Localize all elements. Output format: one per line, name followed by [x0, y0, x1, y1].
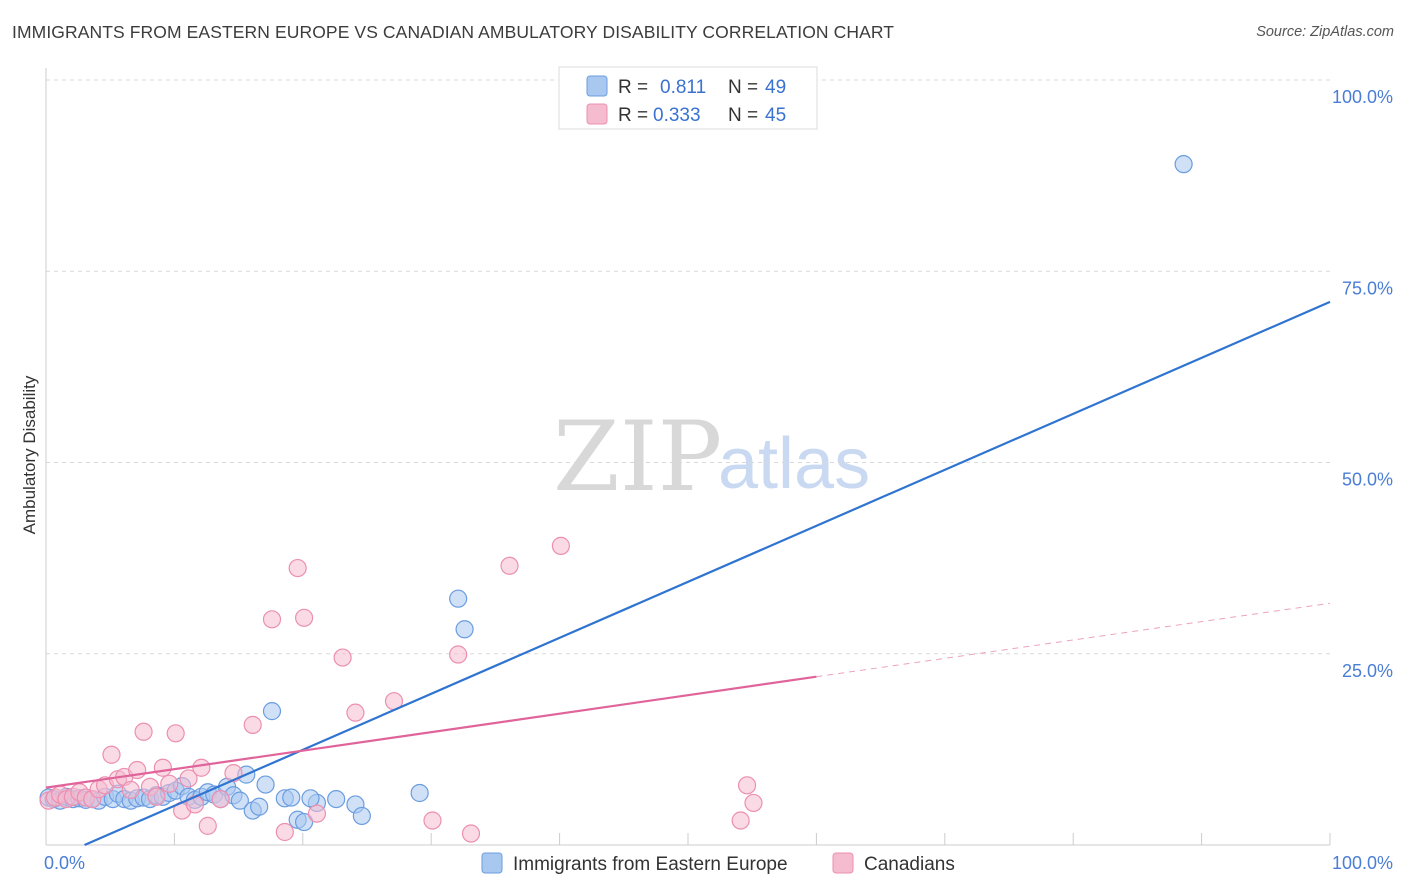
point-canadians [737, 776, 757, 795]
point-canadians [307, 804, 327, 823]
point-canadians [500, 556, 519, 575]
bottom-legend-swatch-blue [481, 852, 503, 874]
bottom-legend-swatch-pink [832, 852, 854, 874]
point-canadians [243, 715, 262, 734]
point-canadians [731, 811, 750, 830]
point-canadians [333, 648, 352, 667]
tick-labels: 100.0% 75.0% 50.0% 25.0% 0.0% 100.0% [44, 87, 1393, 873]
bottom-legend-label-blue: Immigrants from Eastern Europe [513, 854, 788, 875]
point-canadians [166, 724, 185, 743]
legend-n-value-blue: 49 [765, 77, 786, 98]
point-canadians [262, 610, 282, 629]
x-tick-label: 0.0% [44, 853, 85, 873]
point-eastern-europe [1174, 155, 1193, 174]
point-eastern-europe [301, 789, 320, 808]
y-axis-label: Ambulatory Disability [20, 375, 39, 534]
point-eastern-europe [250, 797, 269, 816]
legend-swatch-blue [586, 75, 608, 97]
point-eastern-europe [262, 702, 282, 721]
point-canadians [198, 816, 217, 835]
legend-n-value-pink: 45 [765, 105, 786, 126]
point-canadians [160, 774, 179, 793]
point-canadians [121, 780, 140, 800]
x-tick-label: 100.0% [1332, 853, 1393, 873]
point-canadians [211, 789, 230, 809]
point-canadians [423, 811, 442, 830]
legend-r-label-blue: R = [618, 77, 648, 98]
point-eastern-europe [230, 791, 249, 810]
bottom-legend-label-pink: Canadians [864, 854, 955, 875]
source-credit: Source: ZipAtlas.com [1256, 24, 1394, 40]
legend-top: R = 0.811 N = 49 R = 0.333 N = 45 [558, 66, 818, 130]
point-canadians [102, 745, 121, 764]
point-canadians [346, 703, 365, 722]
y-tick-label: 50.0% [1342, 470, 1393, 490]
point-canadians [147, 787, 166, 806]
legend-swatch-pink [586, 103, 608, 125]
point-canadians [179, 769, 198, 788]
point-eastern-europe [256, 775, 275, 794]
y-tick-label: 75.0% [1342, 278, 1393, 298]
legend-r-label-pink: R = [618, 105, 648, 126]
series-canadians-points [39, 536, 763, 843]
legend-n-label-blue: N = [728, 77, 758, 98]
point-canadians [153, 758, 172, 777]
trend-line-canadians-extension [816, 602, 1331, 678]
chart-title: IMMIGRANTS FROM EASTERN EUROPE VS CANADI… [12, 22, 895, 42]
point-canadians [192, 758, 211, 777]
point-canadians [449, 645, 468, 664]
point-canadians [134, 722, 153, 741]
point-eastern-europe [352, 806, 371, 826]
point-canadians [294, 608, 314, 627]
point-eastern-europe [294, 812, 314, 832]
point-eastern-europe [455, 620, 474, 639]
legend-bottom: Immigrants from Eastern Europe Canadians [481, 852, 955, 875]
trend-line-eastern-europe [84, 300, 1331, 847]
y-tick-label: 25.0% [1342, 661, 1393, 681]
trend-lines [45, 300, 1331, 847]
legend-n-label-pink: N = [728, 105, 758, 126]
point-canadians [288, 558, 307, 578]
point-canadians [551, 536, 570, 555]
point-eastern-europe [327, 789, 346, 809]
point-eastern-europe [282, 788, 301, 807]
point-canadians [275, 822, 294, 842]
legend-r-value-blue: 0.811 [660, 77, 706, 98]
point-eastern-europe [410, 783, 429, 803]
legend-r-value-pink: 0.333 [653, 105, 701, 126]
grid-lines [46, 79, 1331, 845]
point-canadians [461, 824, 481, 843]
axes [45, 68, 1330, 846]
point-canadians [744, 793, 763, 813]
trend-line-canadians [45, 675, 817, 789]
watermark-atlas: atlas [718, 424, 870, 504]
y-tick-label: 100.0% [1332, 87, 1393, 107]
watermark-zip: ZIP [553, 401, 722, 513]
point-eastern-europe [449, 589, 468, 608]
